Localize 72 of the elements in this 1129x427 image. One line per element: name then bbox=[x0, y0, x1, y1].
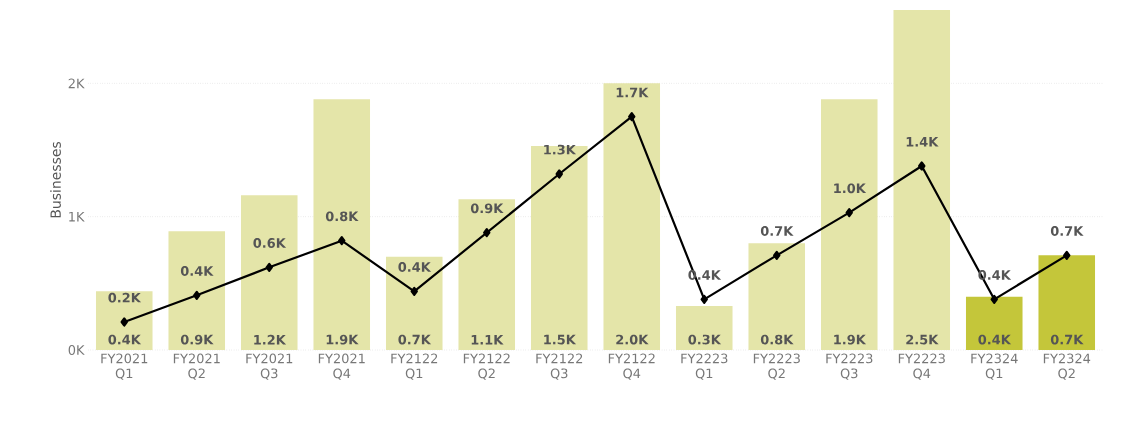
x-tick-label: FY2122 Q3 bbox=[536, 353, 583, 380]
bar bbox=[820, 99, 878, 350]
x-tick-label: FY2223 Q3 bbox=[826, 353, 873, 380]
y-tick-label: 1K bbox=[69, 211, 85, 222]
data-label: 0.9K bbox=[470, 203, 504, 214]
data-label: 2.5K bbox=[906, 334, 939, 345]
data-label: 0.8K bbox=[325, 211, 359, 222]
y-axis-title: Businesses bbox=[50, 141, 61, 218]
x-tick-label: FY2122 Q1 bbox=[391, 353, 438, 380]
bar bbox=[458, 199, 516, 350]
point bbox=[193, 290, 201, 300]
bar bbox=[168, 231, 226, 350]
bar bbox=[1038, 255, 1096, 350]
x-tick-label: FY2122 Q2 bbox=[463, 353, 510, 380]
x-tick-label: FY2122 Q4 bbox=[608, 353, 655, 380]
point bbox=[120, 317, 128, 327]
bar bbox=[603, 83, 661, 350]
x-tick-label: FY2324 Q2 bbox=[1043, 353, 1091, 380]
data-label: 0.4K bbox=[978, 334, 1012, 345]
x-tick-label: FY2021 Q2 bbox=[173, 353, 220, 380]
bar bbox=[313, 99, 371, 350]
data-label: 0.6K bbox=[253, 238, 287, 248]
data-label: 0.7K bbox=[398, 334, 432, 345]
point bbox=[628, 112, 636, 122]
bar bbox=[893, 10, 951, 350]
y-tick-label: 2K bbox=[68, 78, 85, 89]
point bbox=[555, 169, 563, 179]
data-label: 0.9K bbox=[180, 334, 214, 345]
y-tick-label: 0K bbox=[68, 345, 85, 355]
data-label: 1.9K bbox=[326, 334, 359, 345]
x-tick-label: FY2223 Q1 bbox=[681, 353, 728, 380]
data-label: 0.7K bbox=[1050, 226, 1084, 236]
data-label: 1.3K bbox=[544, 144, 577, 155]
bar bbox=[95, 291, 153, 350]
data-label: 0.8K bbox=[760, 334, 794, 345]
point bbox=[483, 228, 491, 238]
x-tick-label: FY2021 Q3 bbox=[246, 353, 293, 380]
data-label: 1.2K bbox=[254, 334, 287, 345]
x-tick-label: FY2223 Q4 bbox=[898, 353, 945, 380]
bar bbox=[675, 306, 733, 350]
point bbox=[990, 294, 998, 304]
data-label: 1.5K bbox=[544, 334, 577, 345]
data-label: 0.3K bbox=[688, 334, 722, 345]
bar bbox=[240, 195, 298, 350]
bar bbox=[965, 296, 1023, 350]
bar bbox=[385, 256, 443, 350]
data-label: 0.2K bbox=[108, 292, 142, 303]
data-label: 2.0K bbox=[616, 334, 649, 345]
data-label: 1.1K bbox=[471, 335, 504, 345]
x-tick-label: FY2324 Q1 bbox=[971, 353, 1018, 380]
point bbox=[265, 262, 273, 272]
point bbox=[410, 286, 418, 296]
point bbox=[700, 294, 708, 304]
data-label: 0.7K bbox=[760, 226, 794, 236]
x-tick-label: FY2021 Q4 bbox=[318, 353, 365, 380]
point bbox=[845, 208, 853, 218]
point bbox=[773, 250, 781, 260]
data-label: 1.7K bbox=[616, 87, 649, 98]
data-label: 0.4K bbox=[108, 334, 142, 345]
data-label: 0.4K bbox=[180, 266, 214, 276]
point bbox=[918, 161, 926, 171]
data-label: 1.0K bbox=[834, 183, 867, 194]
data-label: 0.4K bbox=[398, 262, 432, 272]
x-tick-label: FY2021 Q1 bbox=[101, 353, 148, 380]
point bbox=[338, 236, 346, 246]
x-tick-label: FY2223 Q2 bbox=[753, 353, 800, 380]
bar bbox=[748, 243, 806, 350]
point bbox=[1063, 250, 1071, 260]
data-label: 1.4K bbox=[906, 137, 939, 147]
data-label: 0.7K bbox=[1050, 334, 1084, 345]
data-label: 1.9K bbox=[834, 334, 867, 345]
bar bbox=[530, 146, 588, 350]
